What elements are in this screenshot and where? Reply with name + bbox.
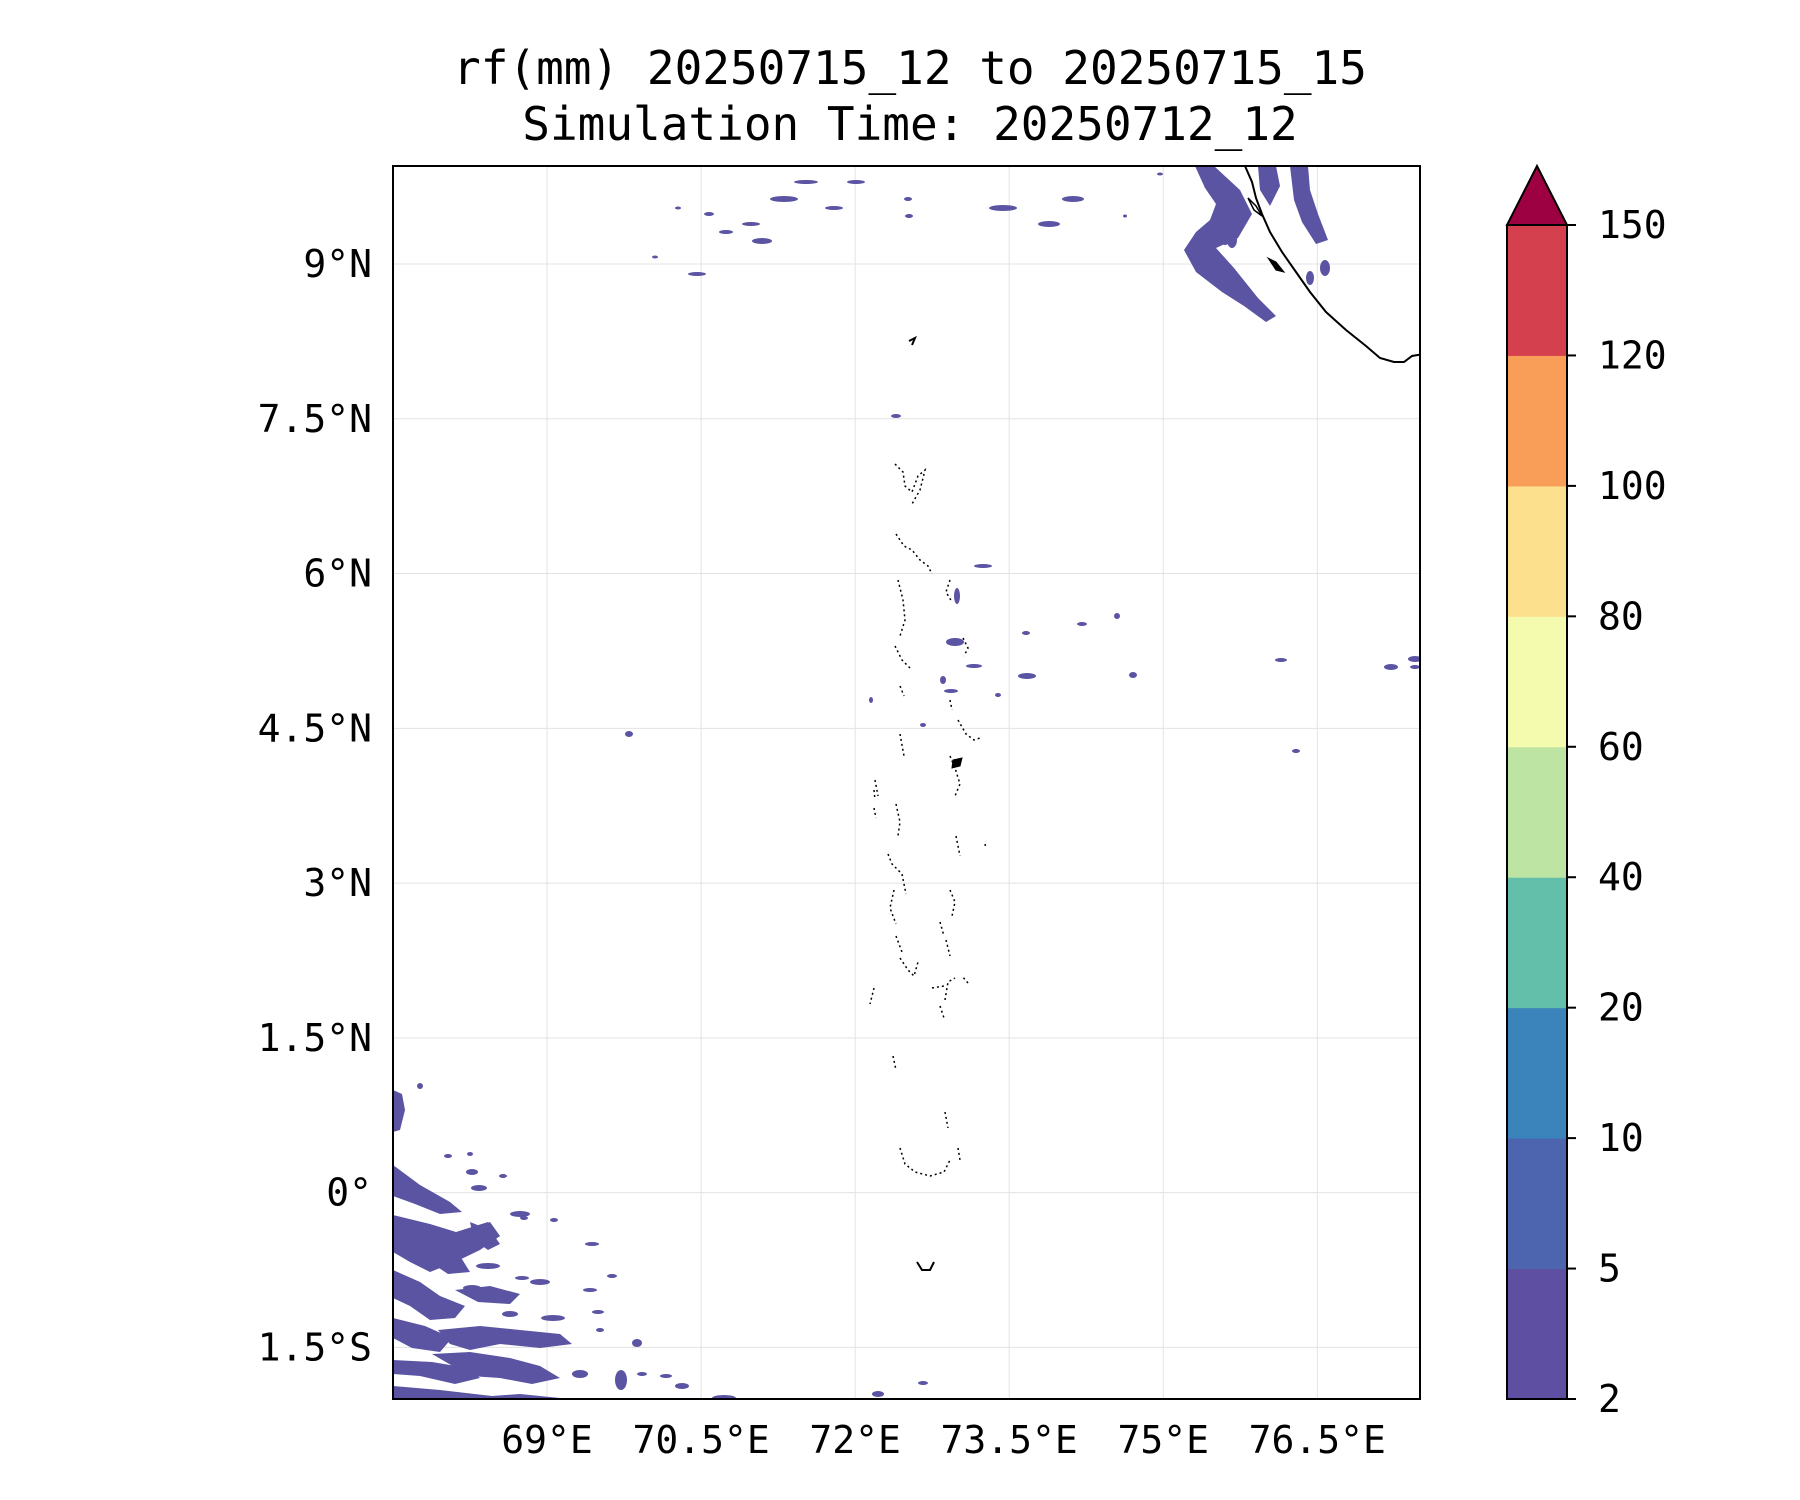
colorbar-tick-label: 10 <box>1598 1116 1644 1160</box>
colorbar-band <box>1507 1138 1567 1270</box>
coastlines <box>869 166 1420 1271</box>
lon-tick-label: 70.5°E <box>632 1418 769 1462</box>
colorbar: 2 5 10 20 40 60 80 100 120 150 <box>1505 163 1667 1421</box>
rain-central-streaks <box>625 414 1420 753</box>
colorbar-tick-label: 80 <box>1598 594 1644 638</box>
colorbar-band <box>1507 616 1567 748</box>
colorbar-band <box>1507 1007 1567 1139</box>
lat-tick-label: 1.5°N <box>258 1016 372 1060</box>
lat-tick-label: 4.5°N <box>258 706 372 750</box>
colorbar-tick-labels: 2 5 10 20 40 60 80 100 120 150 <box>1567 203 1667 1421</box>
colorbar-band <box>1507 877 1567 1009</box>
lon-tick-label: 75°E <box>1117 1418 1209 1462</box>
rainfall-shading <box>393 166 1420 1399</box>
lon-tick-label: 72°E <box>809 1418 901 1462</box>
longitude-tick-labels: 69°E 70.5°E 72°E 73.5°E 75°E 76.5°E <box>501 1418 1386 1462</box>
map-frame <box>392 165 1421 1400</box>
colorbar-tick-label: 5 <box>1598 1247 1621 1291</box>
colorbar-band <box>1507 355 1567 487</box>
colorbar-extend-arrow <box>1505 163 1569 226</box>
colorbar-band <box>1507 485 1567 617</box>
lon-tick-label: 69°E <box>501 1418 593 1462</box>
lat-tick-label: 1.5°S <box>258 1325 372 1369</box>
latitude-tick-labels: 9°N 7.5°N 6°N 4.5°N 3°N 1.5°N 0° 1.5°S <box>258 242 372 1369</box>
lat-tick-label: 0° <box>326 1171 372 1215</box>
lat-tick-label: 7.5°N <box>258 397 372 441</box>
colorbar-band <box>1507 1268 1567 1400</box>
rain-southwest <box>393 1083 928 1399</box>
colorbar-tick-label: 150 <box>1598 203 1667 247</box>
colorbar-tick-label: 100 <box>1598 464 1667 508</box>
map-title-line-1: rf(mm) 20250715_12 to 20250715_15 <box>453 41 1367 95</box>
colorbar-band <box>1507 746 1567 878</box>
colorbar-bands <box>1507 225 1567 1400</box>
map-area <box>393 166 1420 1399</box>
lon-tick-label: 73.5°E <box>941 1418 1078 1462</box>
colorbar-tick-label: 2 <box>1598 1377 1621 1421</box>
colorbar-tick-label: 120 <box>1598 333 1667 377</box>
rain-northeast <box>1184 166 1330 322</box>
gridlines <box>393 166 1420 1399</box>
lat-tick-label: 6°N <box>303 552 372 596</box>
rain-north-streaks <box>652 172 1163 276</box>
colorbar-tick-label: 40 <box>1598 855 1644 899</box>
lat-tick-label: 9°N <box>303 242 372 286</box>
colorbar-band <box>1507 225 1567 356</box>
colorbar-frame <box>1506 224 1568 1400</box>
lon-tick-label: 76.5°E <box>1249 1418 1386 1462</box>
colorbar-tick-label: 20 <box>1598 986 1644 1030</box>
map-title-line-2: Simulation Time: 20250712_12 <box>522 97 1298 151</box>
colorbar-tick-label: 60 <box>1598 725 1644 769</box>
lat-tick-label: 3°N <box>303 861 372 905</box>
